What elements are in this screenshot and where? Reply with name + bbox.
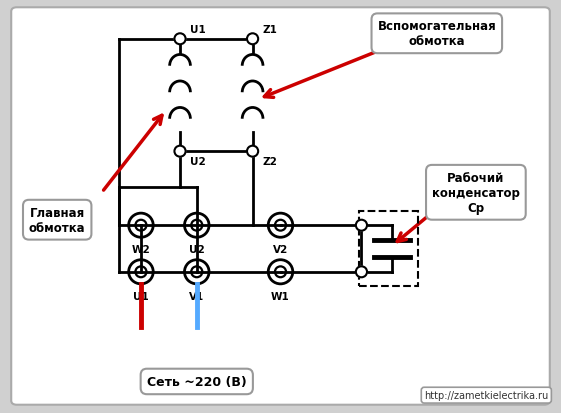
Text: V1: V1: [189, 291, 204, 301]
Text: Вспомогательная
обмотка: Вспомогательная обмотка: [378, 20, 496, 48]
Text: Сеть ~220 (В): Сеть ~220 (В): [147, 375, 247, 388]
Text: Z1: Z1: [263, 25, 278, 35]
Circle shape: [174, 146, 186, 157]
Text: V2: V2: [273, 245, 288, 255]
Circle shape: [247, 34, 258, 45]
Text: U1: U1: [133, 291, 149, 301]
Circle shape: [247, 146, 258, 157]
Text: http://zametkielectrika.ru: http://zametkielectrika.ru: [424, 390, 549, 400]
Circle shape: [356, 267, 367, 278]
Circle shape: [356, 220, 367, 231]
Text: W1: W1: [271, 291, 290, 301]
Text: U2: U2: [189, 245, 205, 255]
Bar: [358, 212, 419, 286]
Text: Главная
обмотка: Главная обмотка: [29, 206, 85, 234]
Circle shape: [174, 34, 186, 45]
Text: U1: U1: [190, 25, 206, 35]
Text: W2: W2: [132, 245, 150, 255]
Text: Рабочий
конденсатор
Ср: Рабочий конденсатор Ср: [432, 171, 520, 214]
Text: U2: U2: [190, 156, 206, 166]
Text: Z2: Z2: [263, 156, 278, 166]
